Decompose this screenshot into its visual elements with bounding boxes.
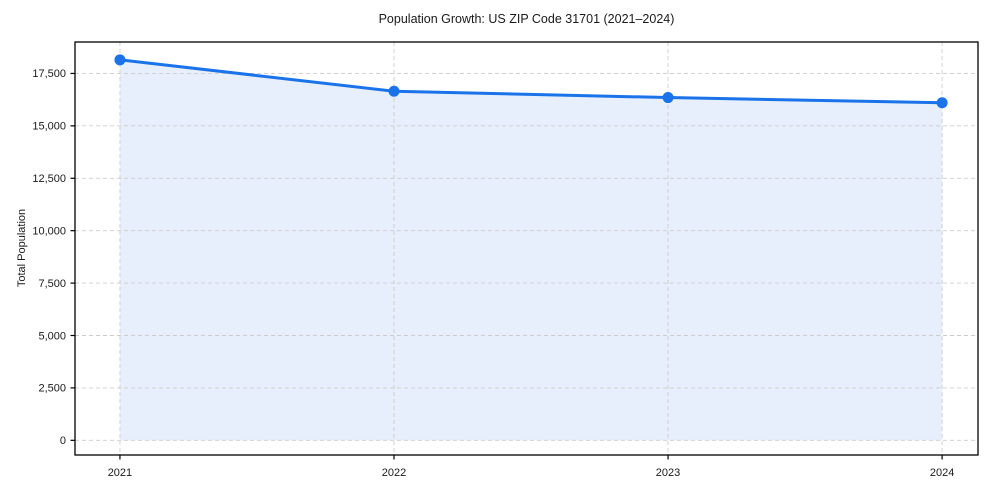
x-tick-label: 2021 [108,467,132,479]
x-tick-label: 2022 [382,467,406,479]
x-tick-label: 2023 [656,467,680,479]
y-tick-label: 12,500 [32,173,66,185]
y-tick-label: 7,500 [38,278,66,290]
y-tick-label: 10,000 [32,225,66,237]
data-point-2021 [114,54,126,66]
x-tick-label: 2024 [930,467,954,479]
y-tick-label: 17,500 [32,68,66,80]
y-tick-label: 5,000 [38,330,66,342]
data-point-2024 [936,97,948,109]
data-point-2023 [662,92,674,104]
area-fill [119,59,943,441]
y-tick-label: 2,500 [38,383,66,395]
chart-title: Population Growth: US ZIP Code 31701 (20… [378,12,675,26]
plot-border [74,41,979,456]
data-point-2022 [388,85,400,97]
y-tick-label: 0 [60,435,66,447]
y-tick-label: 15,000 [32,121,66,133]
series-line [118,58,944,105]
